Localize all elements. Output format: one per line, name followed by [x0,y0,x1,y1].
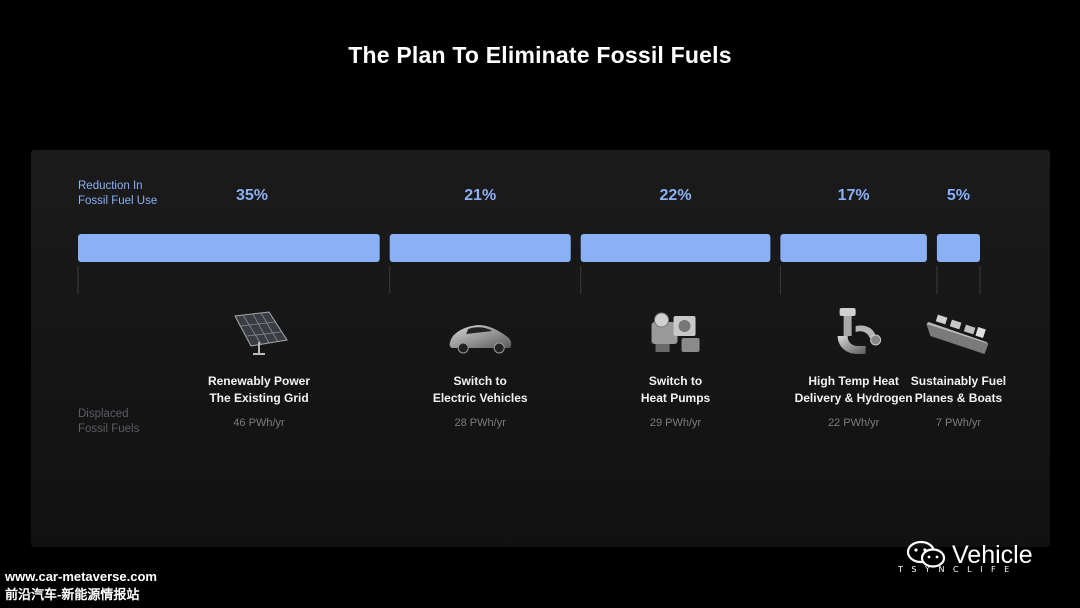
vehicle-logo: Vehicle [906,540,1033,570]
category-label-line2: Planes & Boats [915,391,1003,405]
category-label-line1: Switch to [649,374,702,388]
displaced-pwh-label: 29 PWh/yr [650,417,702,429]
solar-panel-icon [234,311,288,355]
category-label-line2: The Existing Grid [209,391,308,405]
displaced-pwh-label: 46 PWh/yr [233,417,285,429]
bar-segment [580,234,771,262]
reduction-percent-label: 22% [660,187,692,204]
category-label-line1: Renewably Power [208,374,310,388]
category-label-line2: Delivery & Hydrogen [795,391,913,405]
category-label-line1: High Temp Heat [808,374,898,388]
reduction-percent-label: 5% [947,187,970,204]
reduction-row-label: Reduction In Fossil Fuel Use [78,180,158,207]
page-title: The Plan To Eliminate Fossil Fuels [348,42,732,68]
displaced-pwh-label: 28 PWh/yr [455,417,507,429]
reduction-percent-label: 35% [236,187,268,204]
heat-pump-icon [651,312,700,352]
bar-segment [389,234,571,262]
bar-segment [78,234,380,262]
website-watermark: www.car-metaverse.com 前沿汽车-新能源情报站 [5,569,157,602]
reduction-percent-label: 17% [838,187,870,204]
displaced-pwh-label: 22 PWh/yr [828,417,880,429]
category-label-line2: Electric Vehicles [433,391,528,405]
chart-panel: Reduction In Fossil Fuel Use Displaced F… [31,150,1050,547]
category-label-line1: Switch to [454,374,507,388]
industrial-heater-icon [837,308,882,354]
ship-icon [926,314,989,354]
logo-subtitle: T S Y N C L I F E [898,565,1013,574]
bar-segment [936,234,980,262]
reduction-percent-label: 21% [464,187,496,204]
wechat-icon [906,540,946,568]
category-label-line2: Heat Pumps [641,391,711,405]
displaced-row-label: Displaced Fossil Fuels [78,408,140,435]
category-label-line1: Sustainably Fuel [911,374,1006,388]
displaced-pwh-label: 7 PWh/yr [936,417,982,429]
bar-segment [780,234,927,262]
car-icon [449,325,512,354]
logo-text: Vehicle [952,540,1033,569]
